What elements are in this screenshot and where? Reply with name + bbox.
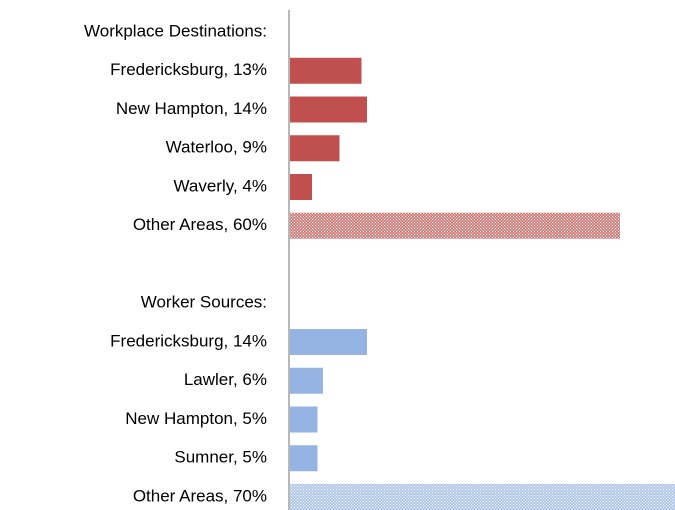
bar xyxy=(290,484,675,510)
bar xyxy=(290,96,367,123)
y-tick-label: Sumner, 5% xyxy=(174,448,267,467)
y-tick-label: Other Areas, 70% xyxy=(133,486,267,505)
y-tick-label: Waterloo, 9% xyxy=(166,138,267,157)
y-tick-label: Other Areas, 60% xyxy=(133,215,267,234)
y-tick-label: New Hampton, 14% xyxy=(116,99,267,118)
y-tick-label: New Hampton, 5% xyxy=(125,409,267,428)
bar xyxy=(290,406,318,433)
bar xyxy=(290,367,323,394)
y-tick-label: Lawler, 6% xyxy=(184,370,267,389)
bar xyxy=(290,135,340,162)
bar xyxy=(290,212,620,239)
bar xyxy=(290,174,312,200)
bar xyxy=(290,445,318,472)
y-tick-label: Fredericksburg, 13% xyxy=(110,60,267,79)
y-tick-label: Workplace Destinations: xyxy=(84,21,267,40)
y-tick-label: Worker Sources: xyxy=(141,293,267,312)
bar xyxy=(290,329,367,355)
y-tick-label: Waverly, 4% xyxy=(173,176,267,195)
y-tick-label: Fredericksburg, 14% xyxy=(110,331,267,350)
bar xyxy=(290,57,362,84)
